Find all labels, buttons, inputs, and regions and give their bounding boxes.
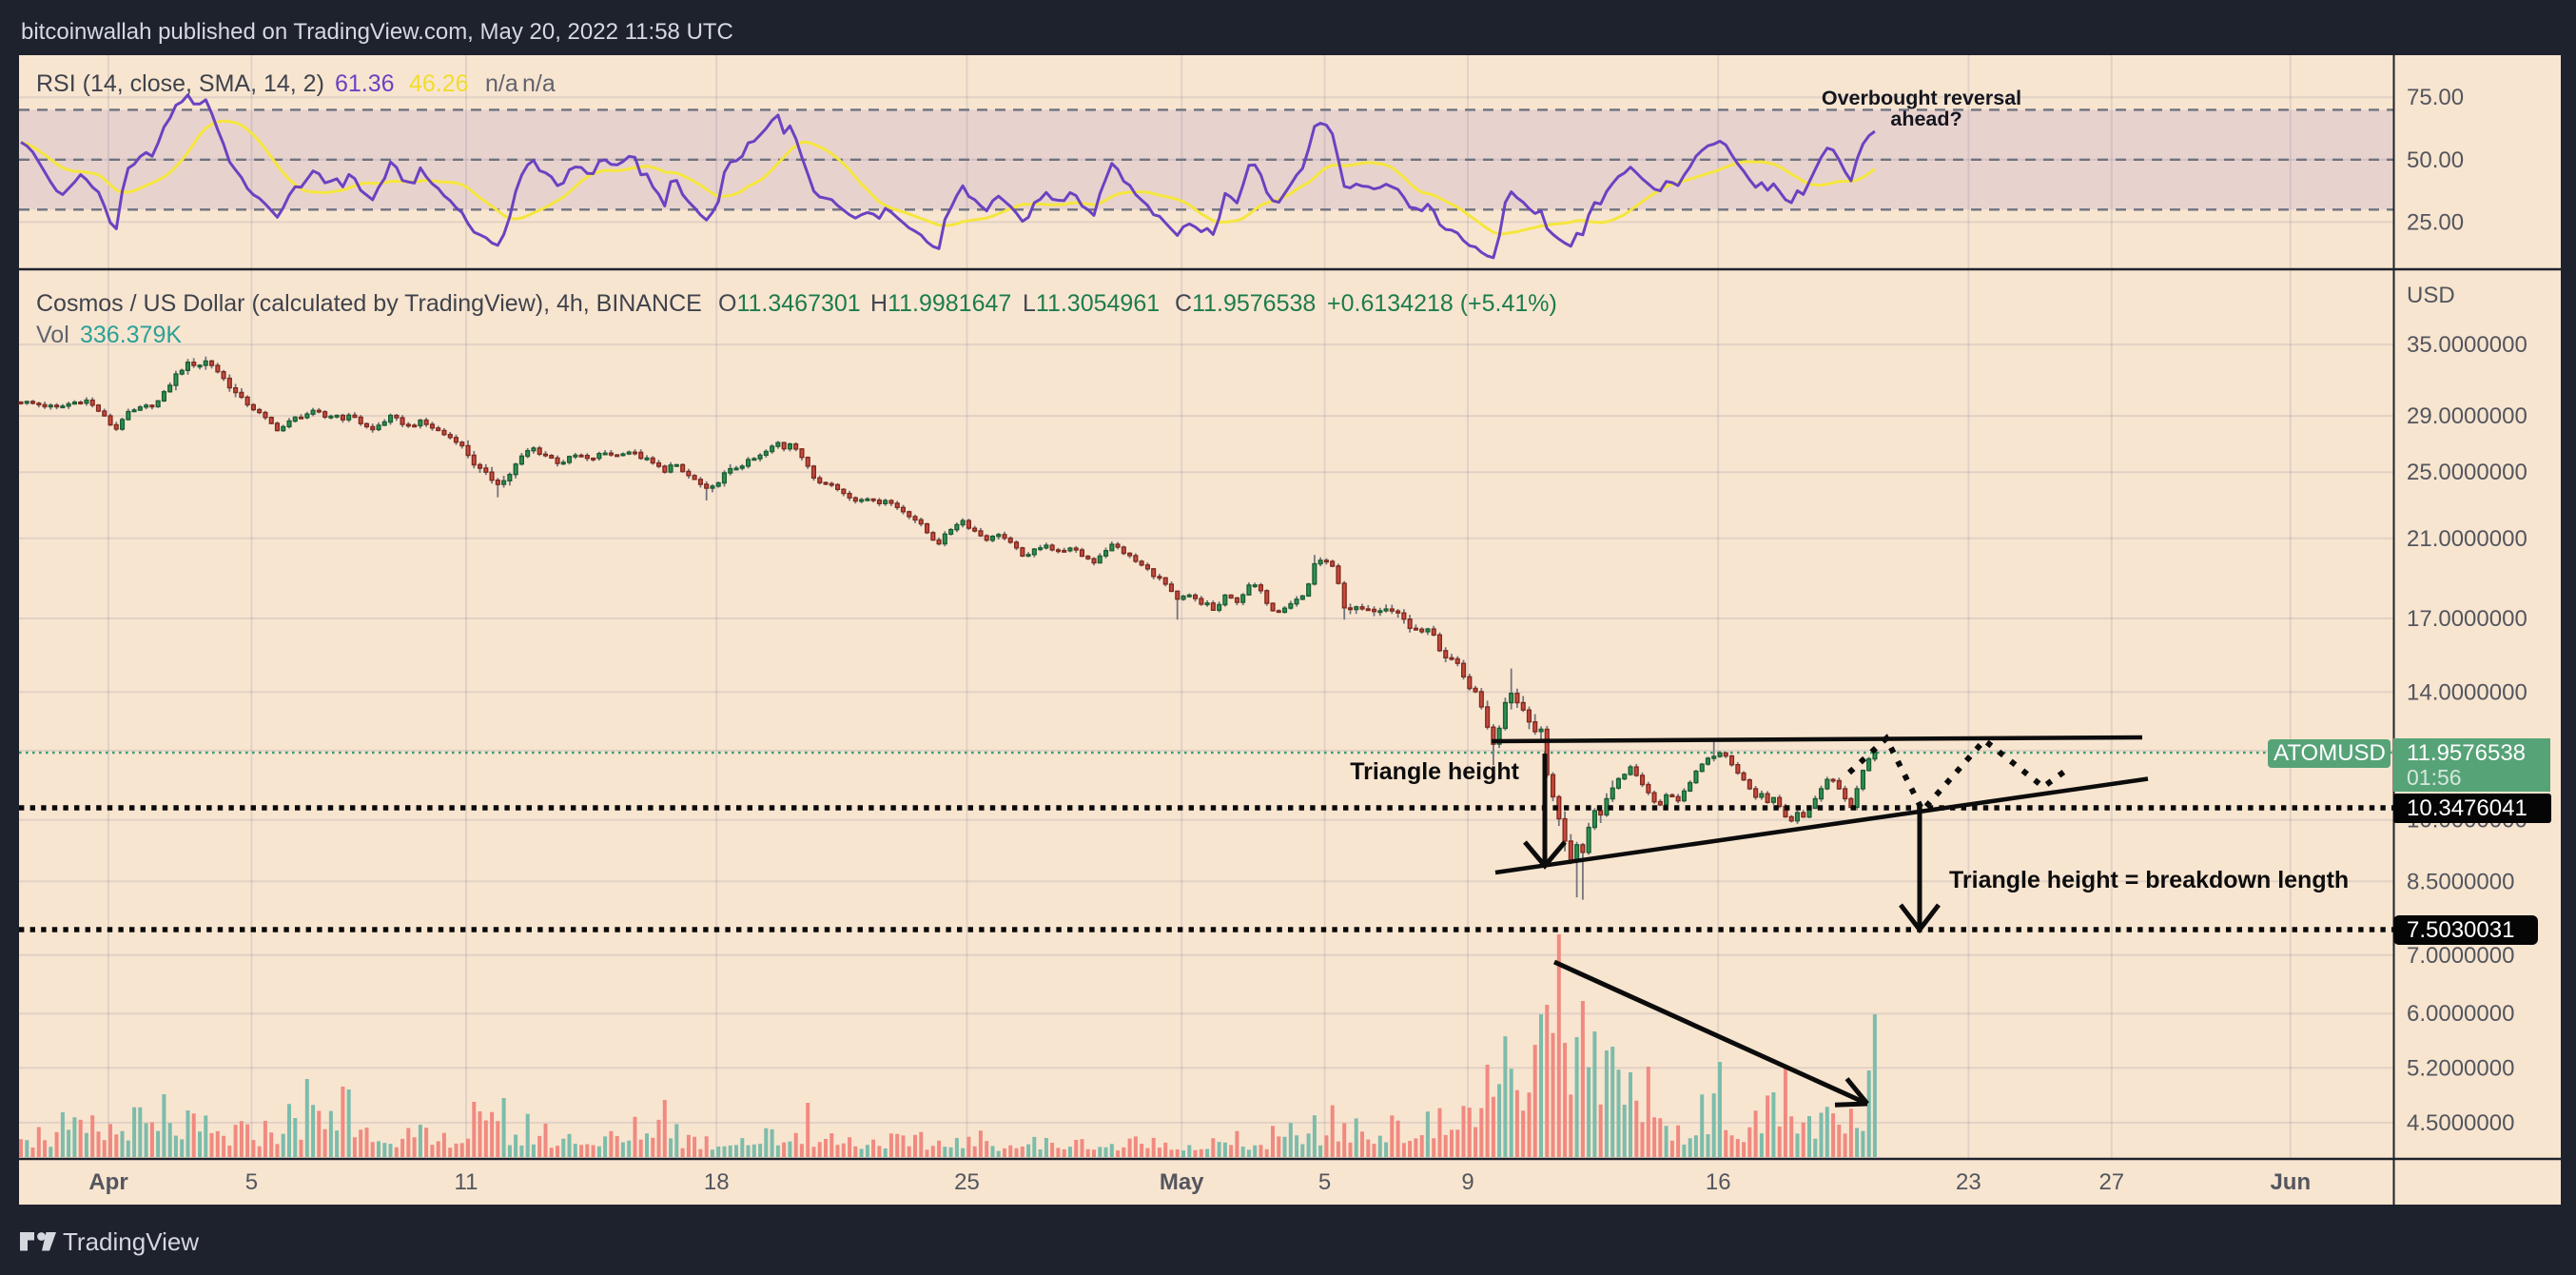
svg-text:336.379K: 336.379K bbox=[80, 322, 182, 348]
svg-text:01:56: 01:56 bbox=[2407, 765, 2462, 790]
svg-text:46.26: 46.26 bbox=[409, 70, 469, 97]
svg-text:25.0000000: 25.0000000 bbox=[2407, 460, 2527, 485]
svg-text:5: 5 bbox=[245, 1169, 258, 1195]
svg-text:25: 25 bbox=[954, 1169, 980, 1195]
svg-text:27: 27 bbox=[2098, 1169, 2124, 1195]
svg-text:n/a: n/a bbox=[522, 70, 556, 97]
svg-text:50.00: 50.00 bbox=[2407, 147, 2464, 173]
svg-text:Overbought reversal: Overbought reversal bbox=[1822, 87, 2021, 109]
svg-text:10.3476041: 10.3476041 bbox=[2407, 795, 2527, 821]
svg-text:bitcoinwallah published on Tra: bitcoinwallah published on TradingView.c… bbox=[21, 19, 733, 45]
svg-text:16: 16 bbox=[1706, 1169, 1731, 1195]
svg-text:May: May bbox=[1160, 1169, 1204, 1195]
svg-text:75.00: 75.00 bbox=[2407, 85, 2464, 110]
svg-text:9: 9 bbox=[1461, 1169, 1473, 1195]
svg-text:61.36: 61.36 bbox=[335, 70, 395, 97]
svg-text:6.0000000: 6.0000000 bbox=[2407, 1001, 2514, 1027]
svg-text:11: 11 bbox=[455, 1169, 478, 1195]
svg-text:Triangle height = breakdown le: Triangle height = breakdown length bbox=[1949, 867, 2349, 893]
svg-text:5: 5 bbox=[1318, 1169, 1331, 1195]
svg-text:ahead?: ahead? bbox=[1890, 108, 1961, 130]
svg-text:29.0000000: 29.0000000 bbox=[2407, 403, 2527, 429]
svg-text:4.5000000: 4.5000000 bbox=[2407, 1110, 2514, 1136]
svg-text:7.0000000: 7.0000000 bbox=[2407, 943, 2514, 969]
svg-text:TradingView: TradingView bbox=[63, 1227, 199, 1256]
svg-text:Vol: Vol bbox=[36, 322, 69, 348]
svg-text:11.9576538: 11.9576538 bbox=[2407, 740, 2526, 766]
svg-text:RSI (14, close, SMA, 14, 2): RSI (14, close, SMA, 14, 2) bbox=[36, 70, 324, 97]
svg-text:ATOMUSD: ATOMUSD bbox=[2274, 740, 2386, 766]
svg-text:5.2000000: 5.2000000 bbox=[2407, 1055, 2514, 1081]
svg-text:17.0000000: 17.0000000 bbox=[2407, 606, 2527, 632]
svg-text:14.0000000: 14.0000000 bbox=[2407, 679, 2527, 705]
svg-text:23: 23 bbox=[1956, 1169, 1981, 1195]
svg-text:Apr: Apr bbox=[88, 1169, 127, 1195]
svg-text:Jun: Jun bbox=[2270, 1169, 2311, 1195]
svg-text:25.00: 25.00 bbox=[2407, 209, 2464, 235]
svg-text:8.5000000: 8.5000000 bbox=[2407, 869, 2514, 894]
svg-text:n/a: n/a bbox=[485, 70, 518, 97]
svg-text:35.0000000: 35.0000000 bbox=[2407, 332, 2527, 358]
svg-text:7.5030031: 7.5030031 bbox=[2407, 917, 2514, 943]
svg-text:21.0000000: 21.0000000 bbox=[2407, 526, 2527, 552]
svg-text:18: 18 bbox=[704, 1169, 730, 1195]
svg-text:Cosmos / US Dollar (calculated: Cosmos / US Dollar (calculated by Tradin… bbox=[36, 290, 702, 317]
svg-text:Triangle height: Triangle height bbox=[1350, 758, 1519, 785]
svg-text:USD: USD bbox=[2407, 283, 2455, 308]
